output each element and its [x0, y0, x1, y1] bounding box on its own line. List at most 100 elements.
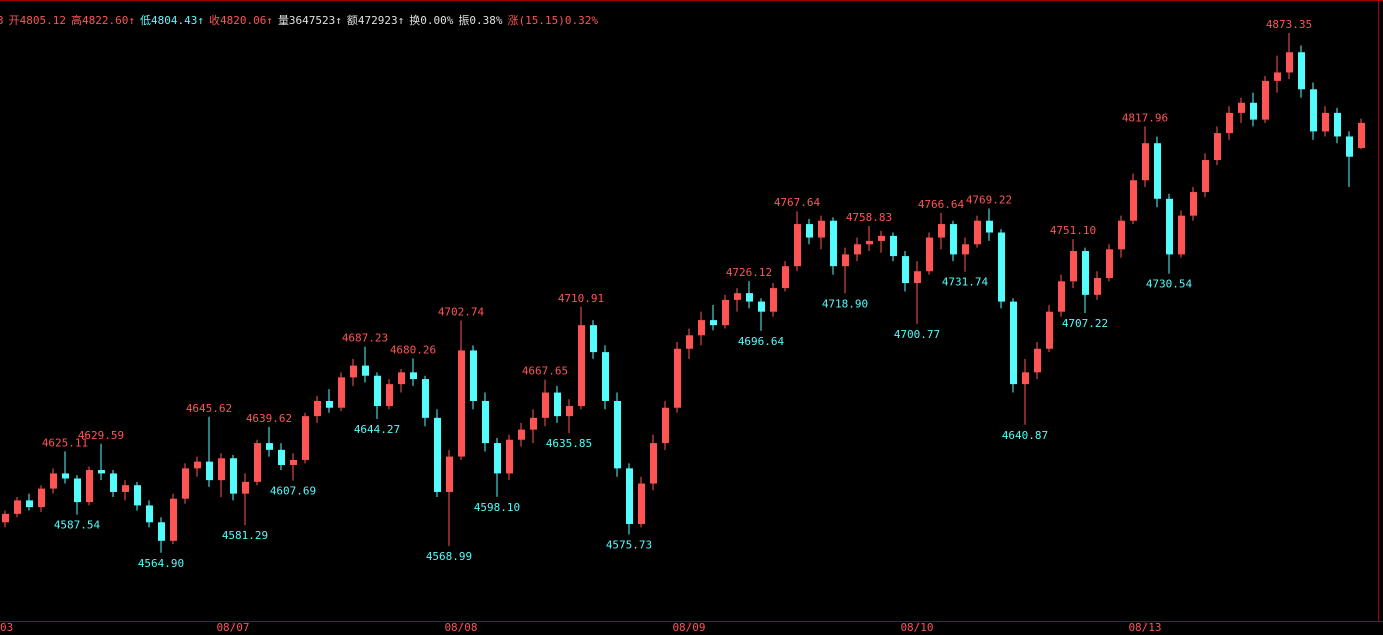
- candle-body: [770, 288, 777, 312]
- candle-body: [1346, 136, 1353, 157]
- candle-body: [1214, 133, 1221, 161]
- low-labels: 4707.22: [1062, 317, 1108, 330]
- x-tick-label: 03: [0, 621, 13, 634]
- candle-body: [242, 481, 249, 494]
- candle-body: [290, 459, 297, 465]
- candle-body: [746, 293, 753, 302]
- candle-body: [842, 254, 849, 267]
- candle-body: [926, 237, 933, 272]
- header-item: 换0.00%: [409, 13, 453, 27]
- candle-body: [986, 220, 993, 233]
- high-labels: 4769.22: [966, 194, 1012, 207]
- candle-body: [902, 256, 909, 284]
- low-labels: 4718.90: [822, 297, 868, 310]
- candle-body: [578, 325, 585, 407]
- candle-body: [1046, 311, 1053, 349]
- candle-body: [1130, 180, 1137, 221]
- candle-body: [1022, 372, 1029, 385]
- high-labels: 4817.96: [1122, 111, 1168, 124]
- candle-body: [806, 224, 813, 238]
- candle-body: [302, 416, 309, 460]
- candle-body: [1166, 198, 1173, 255]
- header: 3 开4805.12 高4822.60↑ 低4804.43↑ 收4820.06↑ 量364…: [0, 13, 598, 27]
- candle-body: [734, 293, 741, 300]
- candle-body: [1334, 112, 1341, 137]
- candle-body: [1070, 251, 1077, 282]
- header-item: 量3647523↑: [278, 14, 342, 27]
- candle-body: [26, 500, 33, 508]
- candle-body: [254, 443, 261, 482]
- candle-body: [662, 407, 669, 444]
- high-labels: 4766.64: [918, 198, 965, 211]
- high-labels: 4625.11: [42, 436, 88, 449]
- x-tick-label: 08/10: [900, 621, 933, 634]
- candle-body: [1226, 112, 1233, 134]
- candle-body: [386, 384, 393, 407]
- high-labels: 4639.62: [246, 412, 292, 425]
- header-item: 高4822.60↑: [71, 13, 135, 27]
- low-labels: 4607.69: [270, 485, 316, 498]
- header-item: 低4804.43↑: [140, 14, 204, 27]
- candle-body: [278, 449, 285, 465]
- candle-body: [1310, 89, 1317, 132]
- header-item: 3: [0, 14, 4, 27]
- high-labels: 4726.12: [726, 266, 772, 279]
- header-item: 额472923↑: [347, 14, 404, 27]
- candle-body: [1238, 102, 1245, 113]
- candle-body: [470, 350, 477, 401]
- low-labels: 4640.87: [1002, 429, 1048, 442]
- candle-body: [1010, 301, 1017, 385]
- candle-body: [194, 461, 201, 469]
- candle-body: [1178, 215, 1185, 255]
- high-labels: 4758.83: [846, 211, 892, 224]
- candle-body: [2, 513, 9, 523]
- candle-body: [230, 458, 237, 494]
- candle-body: [722, 299, 729, 326]
- candle-body: [482, 400, 489, 444]
- candle-body: [1106, 249, 1113, 278]
- candle-body: [698, 320, 705, 336]
- candle-body: [1274, 72, 1281, 81]
- candle-body: [206, 461, 213, 481]
- low-labels: 4564.90: [138, 557, 184, 570]
- high-labels: 4710.91: [558, 292, 604, 305]
- x-tick-label: 08/09: [672, 621, 705, 634]
- candle-body: [1082, 251, 1089, 295]
- candle-body: [566, 406, 573, 417]
- candle-body: [530, 417, 537, 430]
- candle-body: [674, 348, 681, 408]
- candle-body: [590, 325, 597, 353]
- candle-body: [446, 456, 453, 492]
- low-labels: 4598.10: [474, 501, 520, 514]
- candle-body: [1262, 80, 1269, 120]
- candle-body: [1034, 348, 1041, 373]
- candle-body: [182, 468, 189, 499]
- candle-body: [170, 498, 177, 541]
- candle-body: [110, 473, 117, 492]
- candle-body: [962, 244, 969, 255]
- high-labels: 4873.35: [1266, 18, 1312, 31]
- candle-body: [38, 488, 45, 508]
- candle-body: [326, 400, 333, 408]
- candle-body: [458, 350, 465, 457]
- candle-body: [518, 429, 525, 440]
- low-labels: 4575.73: [606, 539, 652, 552]
- candle-body: [542, 392, 549, 418]
- candle-body: [98, 470, 105, 474]
- candle-body: [158, 522, 165, 541]
- candle-body: [134, 485, 141, 506]
- candle-body: [86, 470, 93, 503]
- candle-body: [1142, 143, 1149, 181]
- header-item: 开4805.12: [9, 14, 66, 27]
- candle-body: [434, 417, 441, 492]
- candle-body: [1094, 277, 1101, 295]
- high-labels: 4687.23: [342, 332, 388, 345]
- candle-body: [50, 473, 57, 489]
- candle-body: [122, 485, 129, 492]
- candle-body: [890, 235, 897, 257]
- candle-body: [266, 443, 273, 450]
- candle-body: [1202, 160, 1209, 193]
- candle-body: [494, 443, 501, 474]
- high-labels: 4645.62: [186, 402, 232, 415]
- low-labels: 4700.77: [894, 328, 940, 341]
